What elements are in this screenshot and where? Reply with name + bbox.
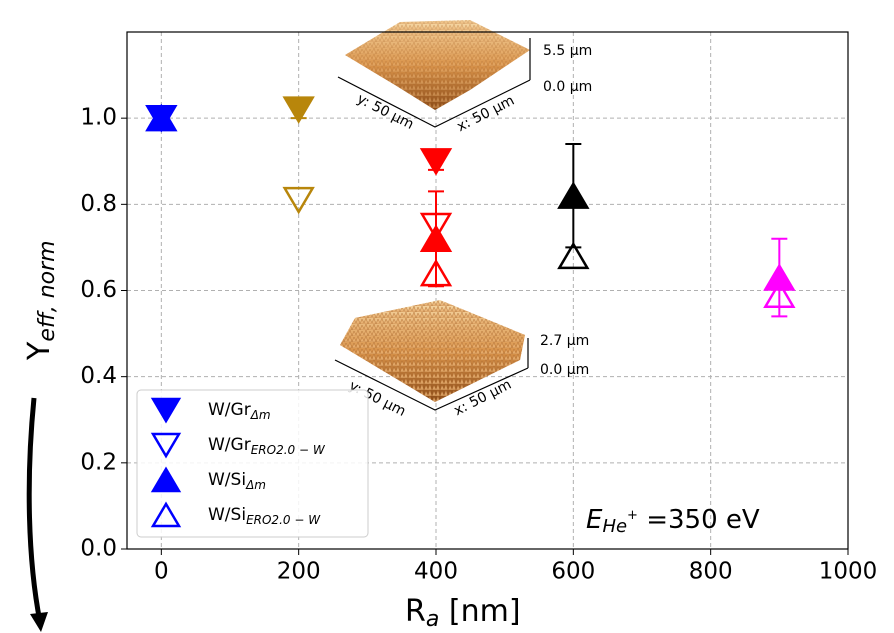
legend-sub: Δm: [250, 408, 271, 422]
x-tick-label: 1000: [819, 559, 878, 585]
y-tick-label: 0.2: [80, 449, 117, 475]
legend-sub: ERO2.0 − W: [251, 443, 326, 457]
legend-name: W/Si: [208, 470, 246, 490]
y-tick-label: 0.8: [80, 191, 117, 217]
chart: 5.5 µm 0.0 µm y: 50 µm x: 50 µm 2.7 µm 0…: [0, 0, 894, 633]
marker: [559, 184, 587, 208]
x-tick-label: 600: [551, 559, 595, 585]
z-min: 0.0 µm: [543, 79, 592, 95]
z-max: 5.5 µm: [543, 43, 592, 59]
y-tick-label: 1.0: [80, 105, 117, 131]
marker: [422, 227, 450, 251]
y-tick-label: 0.0: [80, 536, 117, 562]
z-max: 2.7 µm: [540, 333, 589, 349]
legend-name: W/Si: [208, 505, 246, 525]
y-tick-label: 0.6: [80, 277, 117, 303]
z-min: 0.0 µm: [540, 362, 589, 378]
legend-name: W/Gr: [208, 400, 251, 420]
marker: [765, 266, 793, 290]
x-tick-label: 200: [277, 559, 321, 585]
legend-sub: ERO2.0 − W: [246, 513, 321, 527]
marker: [422, 149, 450, 173]
x-axis-label: Ra [nm]: [405, 594, 521, 633]
x-tick-label: 800: [689, 559, 733, 585]
afm-inset: 2.7 µm 0.0 µm y: 50 µm x: 50 µm: [335, 300, 589, 420]
x-tick-label: 0: [154, 559, 169, 585]
y-axis-label: Yeff, norm: [22, 240, 61, 361]
arrow: [29, 398, 40, 622]
x-tick-label: 400: [414, 559, 458, 585]
legend-name: W/Gr: [208, 435, 251, 455]
x-axis-label: x: 50 µm: [454, 93, 517, 136]
y-tick-label: 0.4: [80, 363, 117, 389]
annotation: EHe+ =350 eV: [586, 505, 760, 538]
legend-sub: Δm: [245, 478, 266, 492]
arrow-head: [30, 612, 48, 632]
